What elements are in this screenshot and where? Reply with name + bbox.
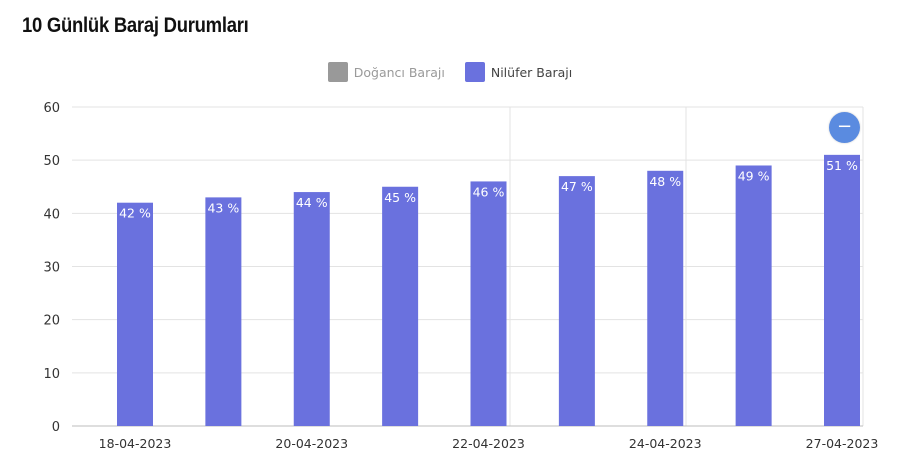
bar-value-label: 43 % [207,200,239,215]
x-tick-label: 24-04-2023 [629,436,702,451]
y-tick-label: 40 [43,207,60,222]
bar [647,170,684,426]
bar [735,165,772,426]
legend-swatch-dogancı [327,62,348,82]
legend-item-dogancı[interactable]: Doğancı Barajı [327,62,445,82]
chart-legend: Doğancı Barajı Nilüfer Barajı [0,62,900,82]
legend-swatch-nilufer [464,62,485,82]
bar-value-label: 51 % [826,158,858,173]
y-tick-label: 20 [43,314,60,329]
chart-title: 10 Günlük Baraj Durumları [22,14,249,37]
bar [293,192,330,426]
zoom-out-button[interactable]: − [829,112,860,143]
bar-value-label: 49 % [738,168,770,183]
bar [558,176,595,426]
bar-value-label: 46 % [473,184,505,199]
x-tick-label: 27-04-2023 [806,436,879,451]
bar-value-label: 48 % [649,174,681,189]
legend-label-dogancı: Doğancı Barajı [353,64,445,80]
x-tick-label: 22-04-2023 [452,436,525,451]
bar [117,202,153,426]
legend-item-nilufer[interactable]: Nilüfer Barajı [464,62,573,82]
x-tick-label: 18-04-2023 [99,436,172,451]
y-tick-label: 0 [52,420,60,435]
bar-value-label: 44 % [296,195,328,210]
x-tick-label: 20-04-2023 [275,436,348,451]
y-tick-label: 10 [43,367,60,382]
y-tick-label: 50 [43,154,60,169]
bar [382,186,419,426]
bar [824,154,860,426]
legend-label-nilufer: Nilüfer Barajı [490,64,573,80]
bar-value-label: 47 % [561,179,593,194]
y-tick-label: 60 [43,101,60,116]
y-tick-label: 30 [43,261,60,276]
bar-value-label: 45 % [384,190,416,205]
bar [205,197,242,426]
bar-value-label: 42 % [119,206,151,221]
bar [470,181,507,426]
